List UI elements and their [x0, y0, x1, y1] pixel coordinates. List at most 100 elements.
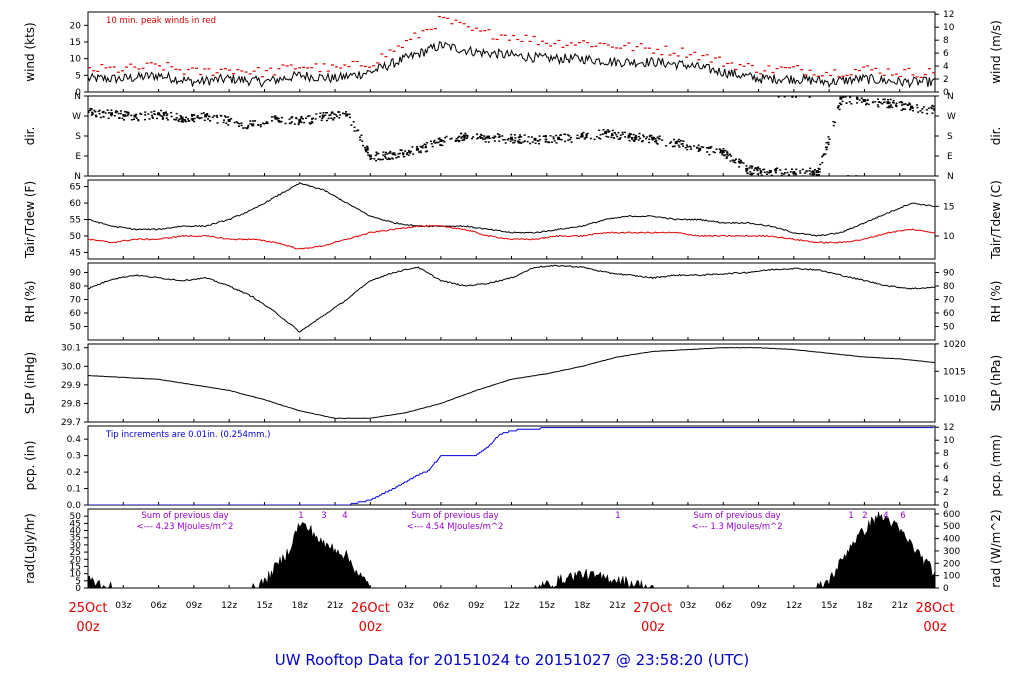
dir-noise-dot — [166, 113, 169, 115]
dir-noise-dot — [656, 143, 659, 145]
dir-noise-dot — [477, 137, 480, 139]
dir-series-direction — [88, 96, 935, 176]
dir-noise-dot — [378, 158, 381, 161]
dir-noise-dot — [619, 134, 622, 136]
dir-noise-dot — [133, 115, 136, 118]
wind-peak-mark — [437, 15, 441, 18]
hour-tick-label: 18z — [292, 601, 308, 611]
dir-noise-dot — [461, 135, 464, 138]
dir-noise-dot — [494, 136, 497, 138]
dir-noise-dot — [654, 140, 657, 142]
day-label: 25Oct — [68, 601, 107, 616]
dir-noise-dot — [815, 170, 818, 173]
dir-noise-dot — [373, 158, 376, 160]
dir-noise-dot — [726, 153, 729, 155]
dir-noise-dot — [709, 146, 712, 148]
wind-peak-mark — [569, 42, 573, 44]
dir-noise-dot — [302, 118, 305, 120]
dir-noise-dot — [780, 174, 783, 176]
dir-noise-dot — [808, 169, 811, 172]
dir-noise-dot — [498, 135, 501, 138]
dir-noise-dot — [493, 140, 496, 142]
wind-peak-mark — [890, 74, 894, 76]
wind-peak-mark — [318, 70, 322, 73]
day-hour-label: 00z — [359, 620, 383, 635]
dir-noise-dot — [815, 174, 818, 176]
temp-ytick-right-label: 15 — [943, 202, 954, 212]
wind-peak-mark — [479, 30, 483, 32]
slp-ytick-right-label: 1015 — [943, 367, 966, 377]
dir-noise-dot — [900, 109, 903, 112]
dir-noise-dot — [435, 141, 438, 144]
dir-noise-dot — [751, 165, 754, 168]
dir-noise-dot — [240, 124, 243, 127]
dir-noise-dot — [470, 137, 473, 140]
wind-peak-mark — [207, 68, 211, 70]
dir-noise-dot — [193, 120, 196, 123]
dir-noise-dot — [247, 124, 250, 127]
dir-noise-dot — [656, 136, 659, 138]
wind-peak-mark — [277, 68, 281, 70]
rad-peak-mark: 6 — [900, 511, 905, 521]
hour-tick-label: 09z — [750, 601, 766, 611]
dir-noise-dot — [828, 138, 831, 140]
dir-noise-dot — [655, 142, 658, 144]
dir-noise-dot — [855, 175, 858, 176]
wind-peak-mark — [388, 49, 392, 51]
dir-noise-dot — [402, 153, 405, 156]
dir-ytick-label: W — [72, 112, 81, 122]
dir-noise-dot — [432, 141, 435, 143]
dir-noise-dot — [538, 142, 541, 145]
rad-panel: rad(Lgly/hr) rad (W/m^2)05101520253035404… — [23, 508, 1003, 594]
dir-noise-dot — [680, 143, 683, 145]
dir-noise-dot — [501, 135, 504, 137]
dir-noise-dot — [211, 116, 214, 119]
dir-noise-dot — [849, 96, 852, 98]
dir-noise-dot — [601, 133, 604, 135]
dir-noise-dot — [162, 112, 165, 114]
wind-peak-mark — [829, 74, 833, 77]
dir-noise-dot — [206, 112, 209, 115]
dir-noise-dot — [122, 114, 125, 116]
dir-noise-dot — [877, 101, 880, 103]
dir-noise-dot — [925, 109, 928, 111]
dir-noise-dot — [110, 114, 113, 117]
wind-peak-mark — [149, 62, 153, 64]
dir-noise-dot — [584, 136, 587, 139]
dir-noise-dot — [598, 129, 601, 132]
dir-noise-dot — [107, 112, 110, 114]
dir-noise-dot — [860, 101, 863, 103]
dir-noise-dot — [288, 118, 291, 120]
dir-noise-dot — [865, 103, 868, 106]
dir-noise-dot — [325, 111, 328, 114]
dir-noise-dot — [461, 139, 464, 142]
dir-noise-dot — [725, 157, 728, 159]
dir-noise-dot — [607, 131, 610, 133]
dir-noise-dot — [602, 129, 605, 131]
wind-peak-mark — [767, 65, 771, 67]
pcp-series-precip — [88, 427, 934, 505]
dir-noise-dot — [795, 168, 798, 171]
wind-peak-mark — [833, 69, 837, 71]
dir-noise-dot — [818, 168, 821, 171]
dir-noise-dot — [817, 167, 820, 170]
dir-noise-dot — [557, 138, 560, 140]
dir-noise-dot — [733, 159, 736, 162]
dir-noise-dot — [759, 170, 762, 172]
dir-point — [580, 134, 584, 138]
dir-noise-dot — [641, 139, 644, 142]
dir-noise-dot — [230, 117, 233, 120]
dir-point — [745, 167, 749, 171]
dir-noise-dot — [325, 119, 328, 122]
dir-noise-dot — [834, 121, 837, 124]
dir-noise-dot — [827, 141, 830, 144]
dir-noise-dot — [164, 112, 167, 114]
pcp-ytick-label: 0.0 — [67, 501, 82, 511]
temp-ytick-label: 55 — [70, 216, 81, 226]
dir-noise-dot — [760, 171, 763, 173]
dir-noise-dot — [860, 97, 863, 99]
dir-noise-dot — [749, 165, 752, 167]
dir-noise-dot — [309, 122, 312, 125]
dir-ytick-right-label: N — [947, 92, 954, 102]
wind-peak-mark — [347, 65, 351, 68]
